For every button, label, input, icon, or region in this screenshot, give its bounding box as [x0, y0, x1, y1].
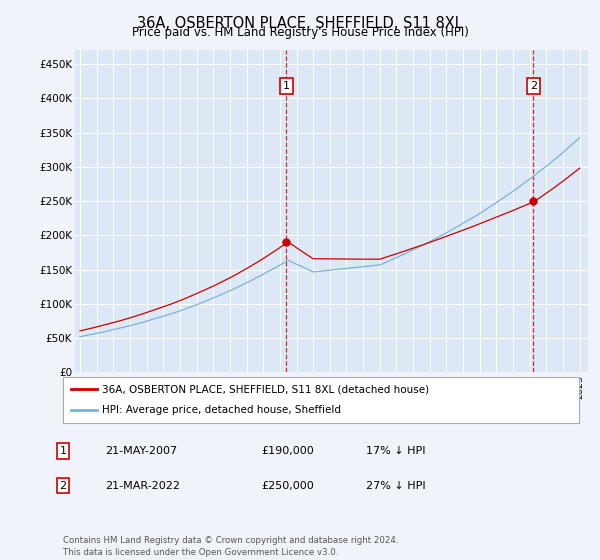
- Text: £250,000: £250,000: [261, 480, 314, 491]
- Text: 17% ↓ HPI: 17% ↓ HPI: [366, 446, 425, 456]
- Text: Contains HM Land Registry data © Crown copyright and database right 2024.
This d: Contains HM Land Registry data © Crown c…: [63, 536, 398, 557]
- Text: 2: 2: [59, 480, 67, 491]
- Text: 27% ↓ HPI: 27% ↓ HPI: [366, 480, 425, 491]
- Text: 36A, OSBERTON PLACE, SHEFFIELD, S11 8XL (detached house): 36A, OSBERTON PLACE, SHEFFIELD, S11 8XL …: [101, 384, 429, 394]
- Text: 1: 1: [59, 446, 67, 456]
- Text: £190,000: £190,000: [261, 446, 314, 456]
- Text: 21-MAY-2007: 21-MAY-2007: [105, 446, 177, 456]
- Text: 2: 2: [530, 81, 537, 91]
- Text: HPI: Average price, detached house, Sheffield: HPI: Average price, detached house, Shef…: [101, 405, 341, 416]
- Text: 36A, OSBERTON PLACE, SHEFFIELD, S11 8XL: 36A, OSBERTON PLACE, SHEFFIELD, S11 8XL: [137, 16, 463, 31]
- Text: 1: 1: [283, 81, 290, 91]
- Text: Price paid vs. HM Land Registry's House Price Index (HPI): Price paid vs. HM Land Registry's House …: [131, 26, 469, 39]
- Text: 21-MAR-2022: 21-MAR-2022: [105, 480, 180, 491]
